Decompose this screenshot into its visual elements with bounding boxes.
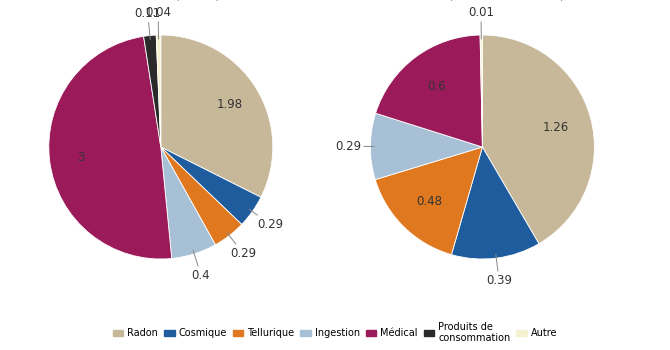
Text: 0.29: 0.29 [335, 140, 375, 153]
Wedge shape [143, 35, 161, 147]
Wedge shape [161, 147, 242, 245]
Text: 0.01: 0.01 [468, 6, 494, 39]
Text: 3: 3 [77, 150, 84, 164]
Wedge shape [156, 35, 161, 147]
Text: 0.29: 0.29 [227, 232, 256, 260]
Text: 1.98: 1.98 [216, 98, 243, 111]
Text: 0.48: 0.48 [416, 195, 442, 208]
Text: 0.6: 0.6 [427, 79, 446, 92]
Wedge shape [371, 113, 482, 180]
Text: 0.39: 0.39 [486, 254, 512, 287]
Text: 1.26: 1.26 [543, 121, 569, 134]
Wedge shape [161, 147, 215, 258]
Wedge shape [161, 147, 261, 224]
Wedge shape [482, 35, 594, 244]
Legend: Radon, Cosmique, Tellurique, Ingestion, Médical, Produits de
consommation, Autre: Radon, Cosmique, Tellurique, Ingestion, … [111, 320, 559, 345]
Wedge shape [161, 35, 273, 197]
Text: 0.04: 0.04 [145, 6, 171, 39]
Title: États-Unis (2006): États-Unis (2006) [100, 0, 221, 2]
Title: Global (UNSCEAR 2008): Global (UNSCEAR 2008) [399, 0, 565, 2]
Wedge shape [376, 35, 482, 147]
Wedge shape [49, 36, 172, 259]
Wedge shape [375, 147, 482, 255]
Text: 0.4: 0.4 [192, 250, 210, 282]
Text: 0.11: 0.11 [135, 7, 161, 40]
Wedge shape [452, 147, 539, 259]
Wedge shape [480, 35, 482, 147]
Text: 0.29: 0.29 [249, 209, 283, 231]
